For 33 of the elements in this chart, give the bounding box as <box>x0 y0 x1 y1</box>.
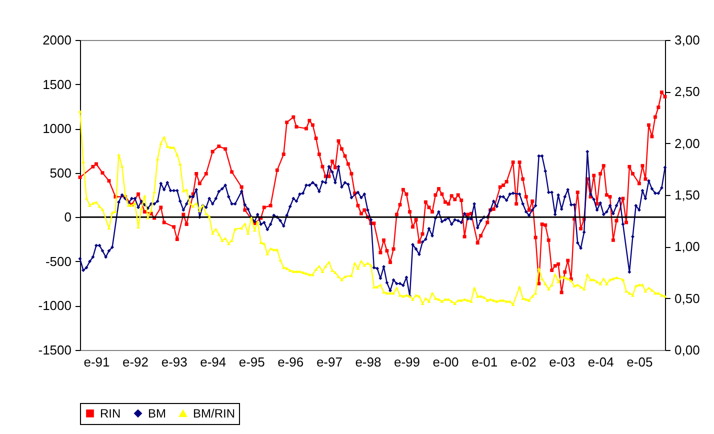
y2-tick-label: 1,00 <box>674 239 700 254</box>
y-tick-label: -1000 <box>38 298 72 314</box>
x-tick-label: e-99 <box>394 354 420 370</box>
x-tick-label: e-97 <box>316 354 342 370</box>
x-tick-label: e-94 <box>200 354 226 370</box>
x-tick-label: e-96 <box>278 354 304 370</box>
legend-label: BM <box>148 406 166 420</box>
x-tick-label: e-05 <box>626 354 653 370</box>
x-tick-label: e-03 <box>549 354 576 370</box>
x-tick-label: e-00 <box>432 354 459 370</box>
y2-tick-label: 0,50 <box>674 290 700 306</box>
y-tick-label: 1500 <box>42 76 72 92</box>
x-tick-label: e-04 <box>588 354 614 370</box>
y-tick-label: -1500 <box>38 342 72 358</box>
y2-tick-label: 3,00 <box>674 32 700 48</box>
y-tick-label: 1000 <box>42 121 72 136</box>
y-tick-label: 500 <box>50 165 72 180</box>
x-tick-label: e-95 <box>238 354 265 370</box>
legend-label: BM/RIN <box>193 406 235 420</box>
x-tick-label: e-02 <box>510 354 536 370</box>
x-tick-label: e-91 <box>84 354 110 370</box>
y-tick-label: 2000 <box>42 32 72 48</box>
x-tick-label: e-92 <box>122 354 149 370</box>
y2-tick-label: 2,00 <box>674 136 700 151</box>
legend-label: RIN <box>100 406 121 420</box>
y2-tick-label: 1,50 <box>674 188 700 202</box>
y2-tick-label: 0,00 <box>674 342 700 358</box>
x-tick-label: e-93 <box>161 354 188 370</box>
x-tick-label: e-98 <box>355 354 382 370</box>
y2-tick-label: 2,50 <box>674 84 700 100</box>
y-tick-label: 0 <box>64 210 72 225</box>
y-tick-label: -500 <box>45 254 72 269</box>
x-tick-label: e-01 <box>472 354 498 370</box>
